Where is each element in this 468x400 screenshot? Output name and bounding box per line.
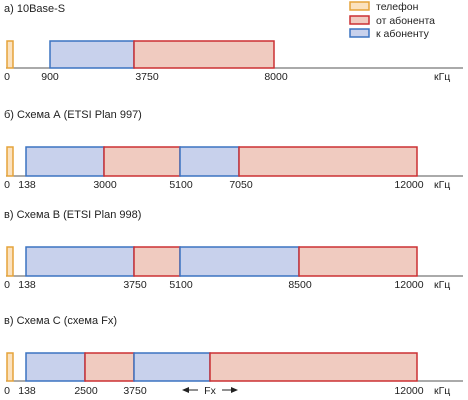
tick-label: 0 <box>4 179 10 191</box>
tick-label: 3750 <box>123 385 147 397</box>
band-downstream <box>25 146 105 177</box>
band-downstream <box>49 40 135 69</box>
tick-label: 12000 <box>394 385 423 397</box>
band-downstream <box>133 352 211 382</box>
tick-label: 900 <box>41 71 59 83</box>
tick-label: 2500 <box>74 385 98 397</box>
legend-item-phone: телефон <box>349 1 419 13</box>
tick-label: 12000 <box>394 279 423 291</box>
phone-band <box>6 246 14 277</box>
legend-swatch-phone <box>349 1 370 11</box>
phone-band <box>6 146 14 177</box>
tick-label: 8000 <box>264 71 288 83</box>
fx-label: Fx <box>204 385 216 397</box>
tick-label: 5100 <box>169 179 193 191</box>
panel-title: б) Схема А (ETSI Plan 997) <box>4 109 142 121</box>
phone-band <box>6 40 14 69</box>
tick-label: 3000 <box>93 179 117 191</box>
panel-a: а) 10Base-S 0 900 3750 8000 кГц <box>4 3 463 83</box>
tick-label: 3750 <box>135 71 159 83</box>
legend-swatch-up <box>349 15 370 25</box>
legend-label-down: к абоненту <box>376 28 430 40</box>
legend-item-down: к абоненту <box>349 28 430 40</box>
tick-label: 0 <box>4 279 10 291</box>
phone-band <box>6 352 14 382</box>
tick-label: 0 <box>4 71 10 83</box>
band-upstream <box>209 352 418 382</box>
tick-label: 0 <box>4 385 10 397</box>
panel-d: в) Схема С (схема Fx) 0 138 2500 3750 12… <box>4 315 463 397</box>
band-downstream <box>179 246 300 277</box>
panel-c: в) Схема В (ETSI Plan 998) 0 138 3750 51… <box>4 209 463 291</box>
panel-b: б) Схема А (ETSI Plan 997) 0 138 3000 51… <box>4 109 463 191</box>
tick-label: 7050 <box>229 179 253 191</box>
legend-label-up: от абонента <box>376 15 435 27</box>
band-upstream <box>133 246 181 277</box>
tick-label: 12000 <box>394 179 423 191</box>
tick-label: 138 <box>18 279 36 291</box>
tick-label: 5100 <box>169 279 193 291</box>
legend: телефон от абонента к абоненту <box>349 1 435 40</box>
tick-label: 138 <box>18 385 36 397</box>
legend-swatch-down <box>349 28 370 38</box>
unit-label: кГц <box>434 179 450 191</box>
legend-item-up: от абонента <box>349 15 435 27</box>
panel-title: а) 10Base-S <box>4 3 65 15</box>
band-downstream <box>25 246 135 277</box>
band-downstream <box>179 146 240 177</box>
panel-title: в) Схема С (схема Fx) <box>4 315 117 327</box>
band-downstream <box>25 352 86 382</box>
tick-label: 3750 <box>123 279 147 291</box>
band-upstream <box>133 40 275 69</box>
band-upstream <box>298 246 418 277</box>
panel-title: в) Схема В (ETSI Plan 998) <box>4 209 141 221</box>
tick-label: 138 <box>18 179 36 191</box>
band-upstream <box>238 146 418 177</box>
unit-label: кГц <box>434 71 450 83</box>
band-upstream <box>103 146 181 177</box>
unit-label: кГц <box>434 385 450 397</box>
band-upstream <box>84 352 135 382</box>
legend-label-phone: телефон <box>376 1 419 13</box>
unit-label: кГц <box>434 279 450 291</box>
tick-label: 8500 <box>288 279 312 291</box>
